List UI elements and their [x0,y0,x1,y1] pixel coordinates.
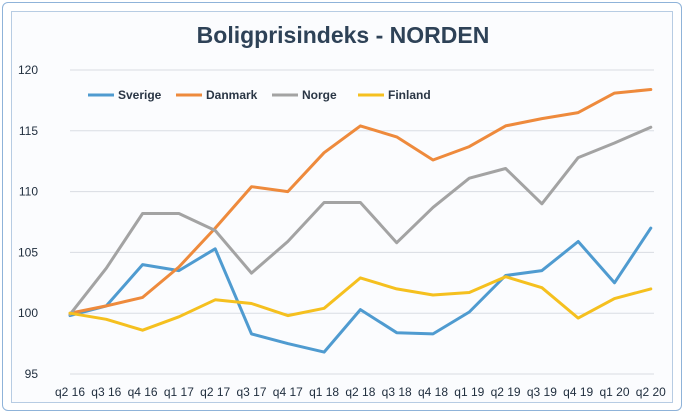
x-tick-label: q1 19 [454,385,484,399]
chart-title: Boligprisindeks - NORDEN [196,22,490,48]
legend: Sverige Danmark Norge Finland [88,88,431,102]
x-tick-label: q1 18 [309,385,339,399]
y-axis-ticks: 95 100 105 110 115 120 [18,63,38,381]
x-tick-label: q2 16 [55,385,85,399]
y-tick-label: 100 [18,306,38,320]
x-tick-label: q3 18 [382,385,412,399]
chart-area [11,11,673,403]
y-tick-label: 115 [19,124,38,138]
x-tick-label: q4 17 [273,385,303,399]
series-line-norge [68,125,653,316]
series-line-sverige [68,226,653,354]
y-tick-label: 110 [19,185,38,199]
legend-label-finland: Finland [388,88,431,102]
grid-lines [70,69,654,375]
x-tick-label: q2 18 [345,385,375,399]
x-tick-label: q4 19 [563,385,593,399]
x-tick-label: q2 19 [491,385,521,399]
x-tick-label: q1 20 [599,385,629,399]
x-tick-label: q3 19 [527,385,557,399]
legend-label-danmark: Danmark [206,88,258,102]
series-line-finland [68,275,653,332]
legend-label-norge: Norge [302,88,337,102]
x-tick-label: q3 17 [236,385,266,399]
series-line-danmark [68,88,653,315]
x-tick-label: q2 20 [636,385,666,399]
x-tick-label: q2 17 [200,385,230,399]
x-tick-label: q1 17 [164,385,194,399]
x-tick-label: q4 18 [418,385,448,399]
y-tick-label: 105 [18,245,38,259]
x-tick-label: q4 16 [128,385,158,399]
y-tick-label: 95 [25,367,39,381]
x-axis-ticks: q2 16 q3 16 q4 16 q1 17 q2 17 q3 17 q4 17 q1 18… [55,385,666,399]
series-lines [68,88,653,354]
y-tick-label: 120 [18,63,38,77]
legend-label-sverige: Sverige [118,88,162,102]
x-tick-label: q3 16 [91,385,121,399]
